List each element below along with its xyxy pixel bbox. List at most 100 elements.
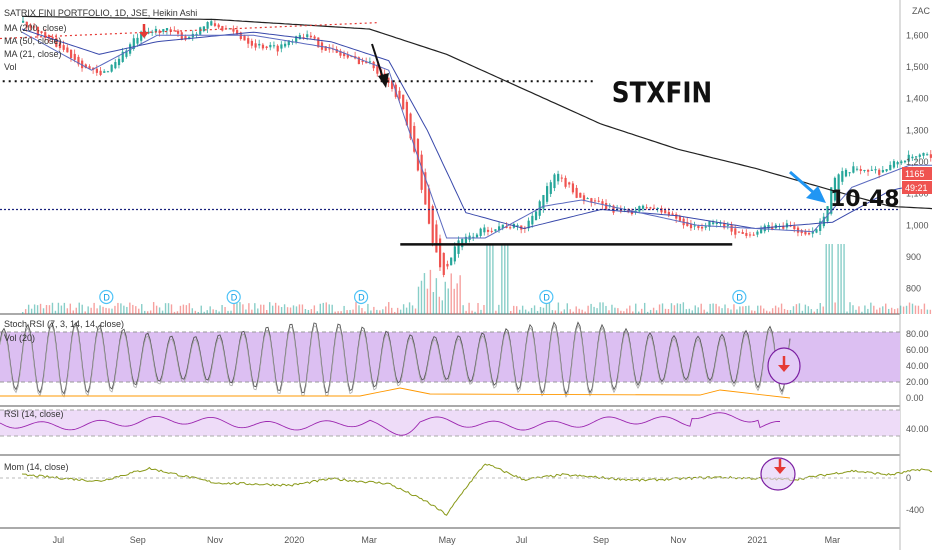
candle-body bbox=[892, 161, 896, 168]
volume-bar bbox=[405, 307, 408, 314]
candle-body bbox=[121, 51, 124, 62]
mom-tick: -400 bbox=[906, 505, 924, 515]
x-tick: Sep bbox=[593, 535, 609, 545]
volume-bar bbox=[584, 311, 586, 314]
volume-bar bbox=[563, 309, 566, 314]
candle-body bbox=[162, 29, 165, 32]
volume-bar bbox=[108, 308, 110, 314]
volume-bar bbox=[93, 302, 95, 314]
volume-bar bbox=[414, 308, 417, 314]
candle-body bbox=[154, 28, 158, 33]
candle-body bbox=[653, 207, 656, 209]
volume-bar bbox=[590, 303, 592, 314]
volume-bar bbox=[221, 304, 223, 314]
volume-bar bbox=[685, 309, 688, 314]
candle-body bbox=[793, 225, 796, 230]
candle-body bbox=[276, 45, 279, 52]
volume-bar bbox=[899, 305, 902, 314]
volume-bar bbox=[575, 306, 577, 314]
candle-body bbox=[878, 169, 881, 175]
candle-body bbox=[217, 24, 220, 28]
candle-body bbox=[247, 38, 250, 44]
volume-bar bbox=[679, 303, 682, 314]
volume-bar bbox=[706, 311, 708, 314]
dividend-marker-label: D bbox=[231, 293, 238, 303]
candle-body bbox=[228, 28, 231, 30]
volume-bar bbox=[239, 302, 241, 314]
volume-bar bbox=[923, 303, 926, 314]
candle-body bbox=[715, 222, 718, 224]
volume-bar bbox=[367, 303, 369, 314]
volume-bar bbox=[63, 302, 66, 314]
volume-bar bbox=[798, 303, 801, 314]
volume-bar bbox=[855, 309, 857, 314]
volume-bar bbox=[45, 305, 48, 314]
volume-bar bbox=[444, 281, 446, 314]
candle-body bbox=[830, 187, 833, 214]
candle-body bbox=[553, 174, 556, 189]
candle-body bbox=[213, 23, 217, 26]
x-tick: Jul bbox=[516, 535, 528, 545]
candle-body bbox=[660, 208, 663, 213]
candle-body bbox=[202, 26, 206, 32]
volume-bar bbox=[557, 302, 560, 314]
candle-body bbox=[376, 65, 379, 74]
volume-bar bbox=[271, 305, 274, 314]
volume-bar bbox=[417, 286, 420, 314]
candle-body bbox=[671, 213, 674, 215]
volume-bar bbox=[334, 311, 336, 314]
volume-bar bbox=[319, 303, 321, 314]
volume-bar bbox=[358, 305, 360, 314]
volume-bar bbox=[801, 310, 804, 314]
candle-body bbox=[800, 230, 803, 234]
candle-body bbox=[675, 214, 678, 219]
volume-bar bbox=[310, 309, 313, 314]
candle-body bbox=[265, 46, 268, 49]
volume-bar bbox=[349, 309, 351, 314]
rsi-label: RSI (14, close) bbox=[4, 409, 64, 419]
vol20-label: Vol (20) bbox=[4, 333, 35, 343]
volume-bar bbox=[352, 309, 354, 314]
volume-bar bbox=[795, 304, 798, 314]
volume-bar bbox=[301, 304, 304, 314]
x-tick: 2020 bbox=[284, 535, 304, 545]
volume-bar bbox=[777, 307, 780, 314]
volume-bar bbox=[408, 302, 411, 314]
volume-bar bbox=[420, 280, 423, 314]
volume-bar bbox=[572, 311, 574, 314]
candle-body bbox=[69, 49, 73, 58]
levels bbox=[0, 22, 900, 246]
candle-body bbox=[180, 32, 183, 40]
volume-bar bbox=[337, 311, 339, 314]
volume-bar bbox=[646, 311, 649, 314]
candle-body bbox=[350, 56, 353, 58]
volume-bar bbox=[733, 304, 735, 314]
candle-body bbox=[686, 221, 689, 226]
volume-bar bbox=[158, 307, 161, 314]
volume-bar bbox=[102, 306, 104, 314]
candle-body bbox=[125, 50, 128, 57]
volume-bar bbox=[783, 308, 786, 314]
candle-body bbox=[55, 37, 58, 47]
volume-bar bbox=[768, 311, 771, 314]
volume-bar bbox=[667, 309, 670, 314]
stoch-tick: 80.00 bbox=[906, 329, 929, 339]
candle-body bbox=[464, 236, 468, 244]
volume-bar bbox=[530, 307, 533, 314]
candle-body bbox=[173, 30, 176, 32]
volume-bar bbox=[825, 244, 827, 314]
volume-bar bbox=[527, 311, 530, 314]
volume-bar bbox=[141, 304, 143, 314]
volume-bar bbox=[834, 302, 836, 314]
candle-body bbox=[195, 33, 198, 36]
candle-body bbox=[590, 198, 593, 203]
volume-bar bbox=[569, 309, 571, 314]
candle-body bbox=[22, 20, 25, 23]
time-badge-text: 49:21 bbox=[905, 183, 928, 193]
volume-bar bbox=[914, 305, 917, 314]
ticker-annotation: STXFIN bbox=[612, 77, 712, 110]
currency-label: ZAC bbox=[912, 6, 931, 16]
volume-bar bbox=[700, 303, 702, 314]
volume-bar bbox=[242, 304, 244, 314]
